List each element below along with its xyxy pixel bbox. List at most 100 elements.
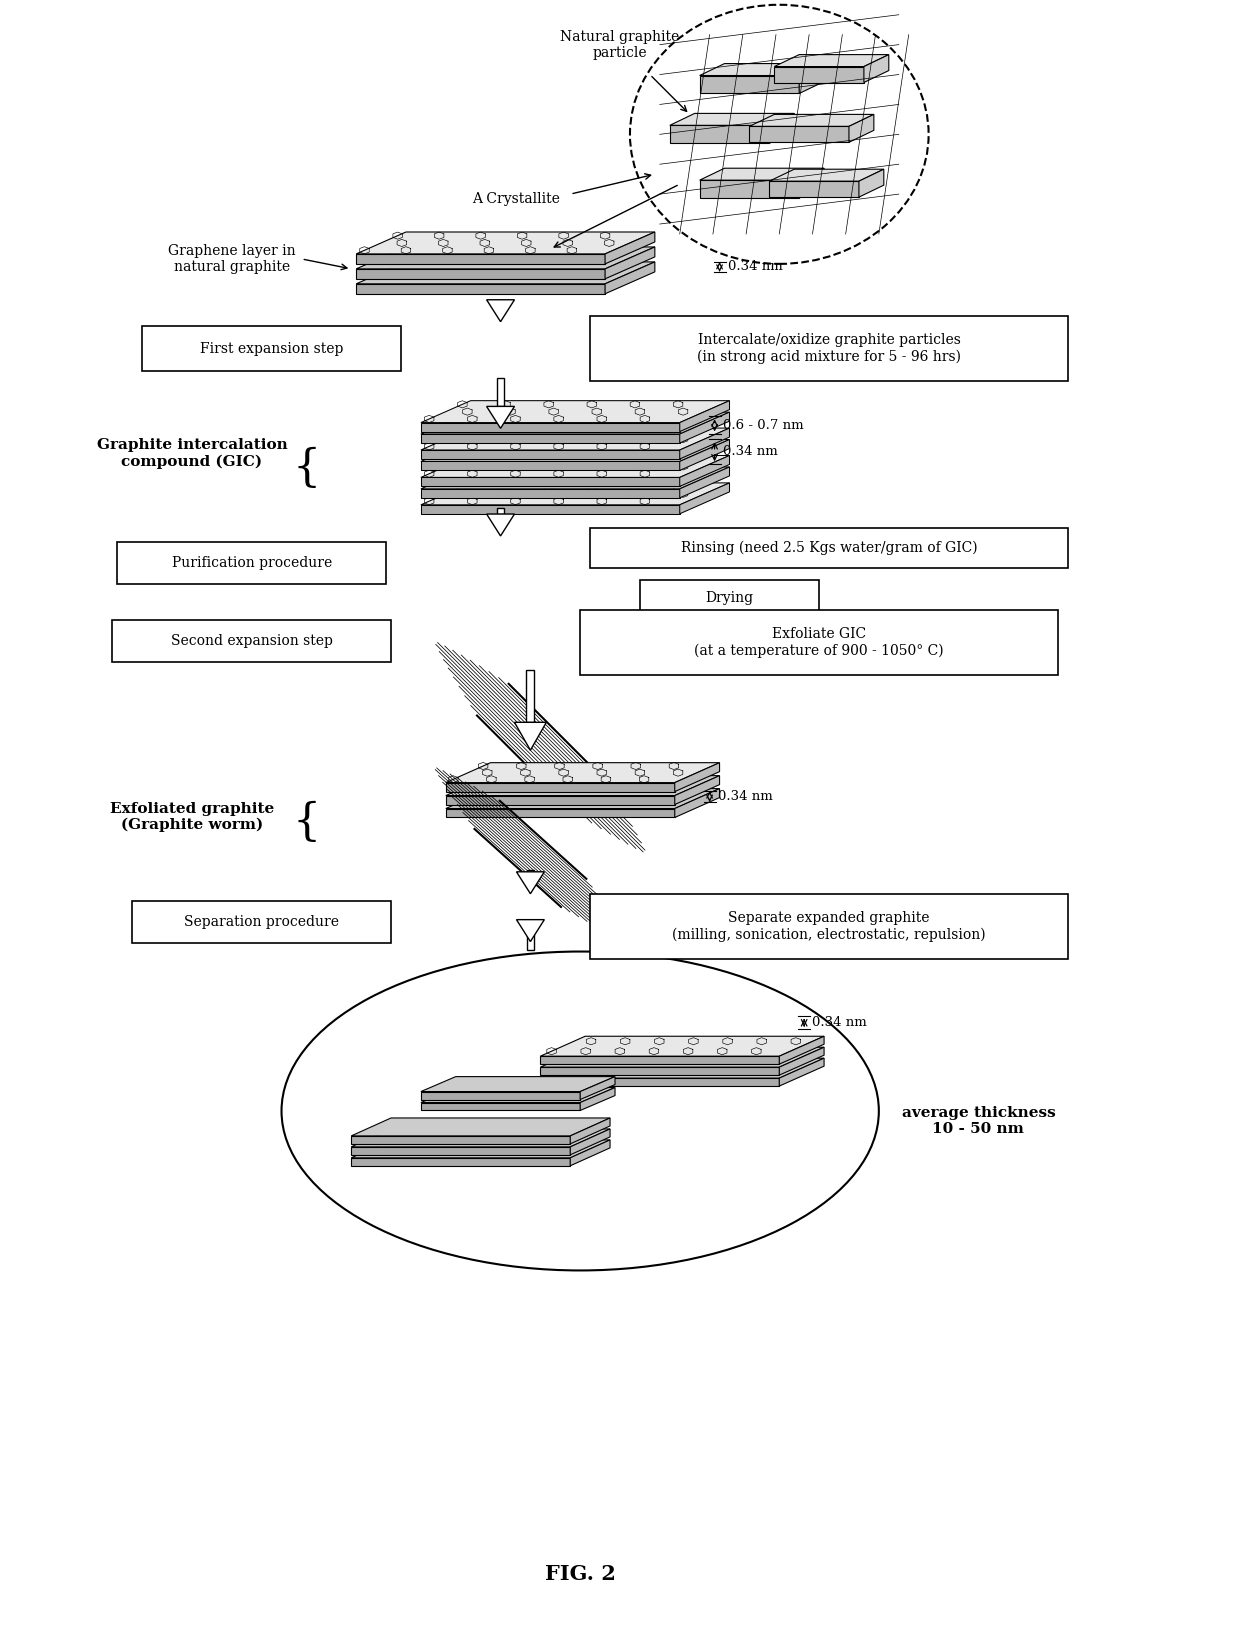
Polygon shape xyxy=(859,170,884,197)
Polygon shape xyxy=(351,1118,610,1136)
Text: {: { xyxy=(293,800,320,844)
FancyBboxPatch shape xyxy=(118,542,386,584)
Polygon shape xyxy=(699,168,825,180)
Polygon shape xyxy=(670,113,794,126)
Polygon shape xyxy=(699,75,800,93)
Polygon shape xyxy=(680,483,729,514)
Polygon shape xyxy=(420,428,729,450)
Text: Graphite intercalation
compound (GIC): Graphite intercalation compound (GIC) xyxy=(97,437,288,468)
Text: First expansion step: First expansion step xyxy=(200,341,343,356)
FancyBboxPatch shape xyxy=(133,901,391,943)
Polygon shape xyxy=(670,126,769,144)
Polygon shape xyxy=(420,483,729,504)
Text: 0.34 nm: 0.34 nm xyxy=(718,790,773,803)
Polygon shape xyxy=(420,413,729,434)
Polygon shape xyxy=(486,300,515,322)
Polygon shape xyxy=(605,261,655,294)
Polygon shape xyxy=(356,246,655,269)
Polygon shape xyxy=(680,455,729,486)
Text: 0.6 - 0.7 nm: 0.6 - 0.7 nm xyxy=(723,419,804,432)
Polygon shape xyxy=(420,478,680,486)
FancyBboxPatch shape xyxy=(590,894,1068,960)
Polygon shape xyxy=(420,434,680,442)
Polygon shape xyxy=(351,1136,570,1144)
Polygon shape xyxy=(749,126,849,142)
Polygon shape xyxy=(570,1118,610,1144)
Polygon shape xyxy=(800,168,825,197)
Polygon shape xyxy=(517,871,544,894)
Polygon shape xyxy=(420,450,680,459)
Text: Graphene layer in
natural graphite: Graphene layer in natural graphite xyxy=(167,243,295,274)
Polygon shape xyxy=(570,1139,610,1165)
Polygon shape xyxy=(486,514,515,535)
Polygon shape xyxy=(605,246,655,279)
Polygon shape xyxy=(351,1139,610,1157)
FancyBboxPatch shape xyxy=(113,620,391,661)
Polygon shape xyxy=(680,428,729,459)
Polygon shape xyxy=(680,467,729,498)
Text: Natural graphite
particle: Natural graphite particle xyxy=(560,29,680,60)
Polygon shape xyxy=(769,181,859,197)
Polygon shape xyxy=(420,462,680,470)
Polygon shape xyxy=(420,1077,615,1092)
Polygon shape xyxy=(420,1103,580,1110)
FancyBboxPatch shape xyxy=(497,379,503,406)
Polygon shape xyxy=(774,67,864,83)
Text: FIG. 2: FIG. 2 xyxy=(544,1565,615,1585)
Polygon shape xyxy=(769,113,794,144)
FancyBboxPatch shape xyxy=(497,300,503,308)
FancyBboxPatch shape xyxy=(527,920,534,950)
FancyBboxPatch shape xyxy=(640,579,820,615)
Ellipse shape xyxy=(281,951,879,1270)
Text: Separation procedure: Separation procedure xyxy=(184,914,339,929)
Polygon shape xyxy=(749,114,874,126)
Polygon shape xyxy=(541,1036,825,1056)
Polygon shape xyxy=(420,490,680,498)
Polygon shape xyxy=(580,1087,615,1110)
Text: Second expansion step: Second expansion step xyxy=(171,633,332,648)
Polygon shape xyxy=(446,783,675,792)
Polygon shape xyxy=(541,1048,825,1067)
FancyBboxPatch shape xyxy=(590,529,1068,568)
Polygon shape xyxy=(680,401,729,431)
Polygon shape xyxy=(699,180,800,197)
Polygon shape xyxy=(779,1058,825,1085)
Text: {: { xyxy=(293,447,320,490)
Polygon shape xyxy=(517,920,544,942)
Polygon shape xyxy=(420,423,680,431)
Polygon shape xyxy=(800,64,825,93)
Polygon shape xyxy=(699,64,825,75)
Polygon shape xyxy=(864,54,889,83)
Text: average thickness
10 - 50 nm: average thickness 10 - 50 nm xyxy=(901,1106,1055,1136)
Polygon shape xyxy=(356,255,605,264)
Polygon shape xyxy=(675,788,719,818)
Polygon shape xyxy=(351,1147,570,1155)
Polygon shape xyxy=(356,261,655,284)
Text: A Crystallite: A Crystallite xyxy=(472,193,560,206)
Polygon shape xyxy=(446,788,719,808)
Polygon shape xyxy=(541,1079,779,1085)
Text: Rinsing (need 2.5 Kgs water/gram of GIC): Rinsing (need 2.5 Kgs water/gram of GIC) xyxy=(681,540,977,555)
Polygon shape xyxy=(675,762,719,792)
Text: 0.34 nm: 0.34 nm xyxy=(812,1017,867,1030)
FancyBboxPatch shape xyxy=(497,508,503,514)
Polygon shape xyxy=(356,232,655,255)
Polygon shape xyxy=(486,406,515,428)
Polygon shape xyxy=(356,269,605,279)
Polygon shape xyxy=(446,775,719,795)
Polygon shape xyxy=(420,1087,615,1103)
Text: Exfoliated graphite
(Graphite worm): Exfoliated graphite (Graphite worm) xyxy=(110,801,274,832)
Polygon shape xyxy=(541,1056,779,1064)
Polygon shape xyxy=(675,775,719,805)
Polygon shape xyxy=(446,762,719,783)
Polygon shape xyxy=(446,808,675,818)
Polygon shape xyxy=(515,723,547,751)
Polygon shape xyxy=(420,1092,580,1100)
Polygon shape xyxy=(680,413,729,442)
Polygon shape xyxy=(769,170,884,181)
Text: Separate expanded graphite
(milling, sonication, electrostatic, repulsion): Separate expanded graphite (milling, son… xyxy=(672,911,986,942)
FancyBboxPatch shape xyxy=(527,870,534,871)
Polygon shape xyxy=(420,467,729,490)
Polygon shape xyxy=(541,1067,779,1075)
Polygon shape xyxy=(351,1157,570,1165)
